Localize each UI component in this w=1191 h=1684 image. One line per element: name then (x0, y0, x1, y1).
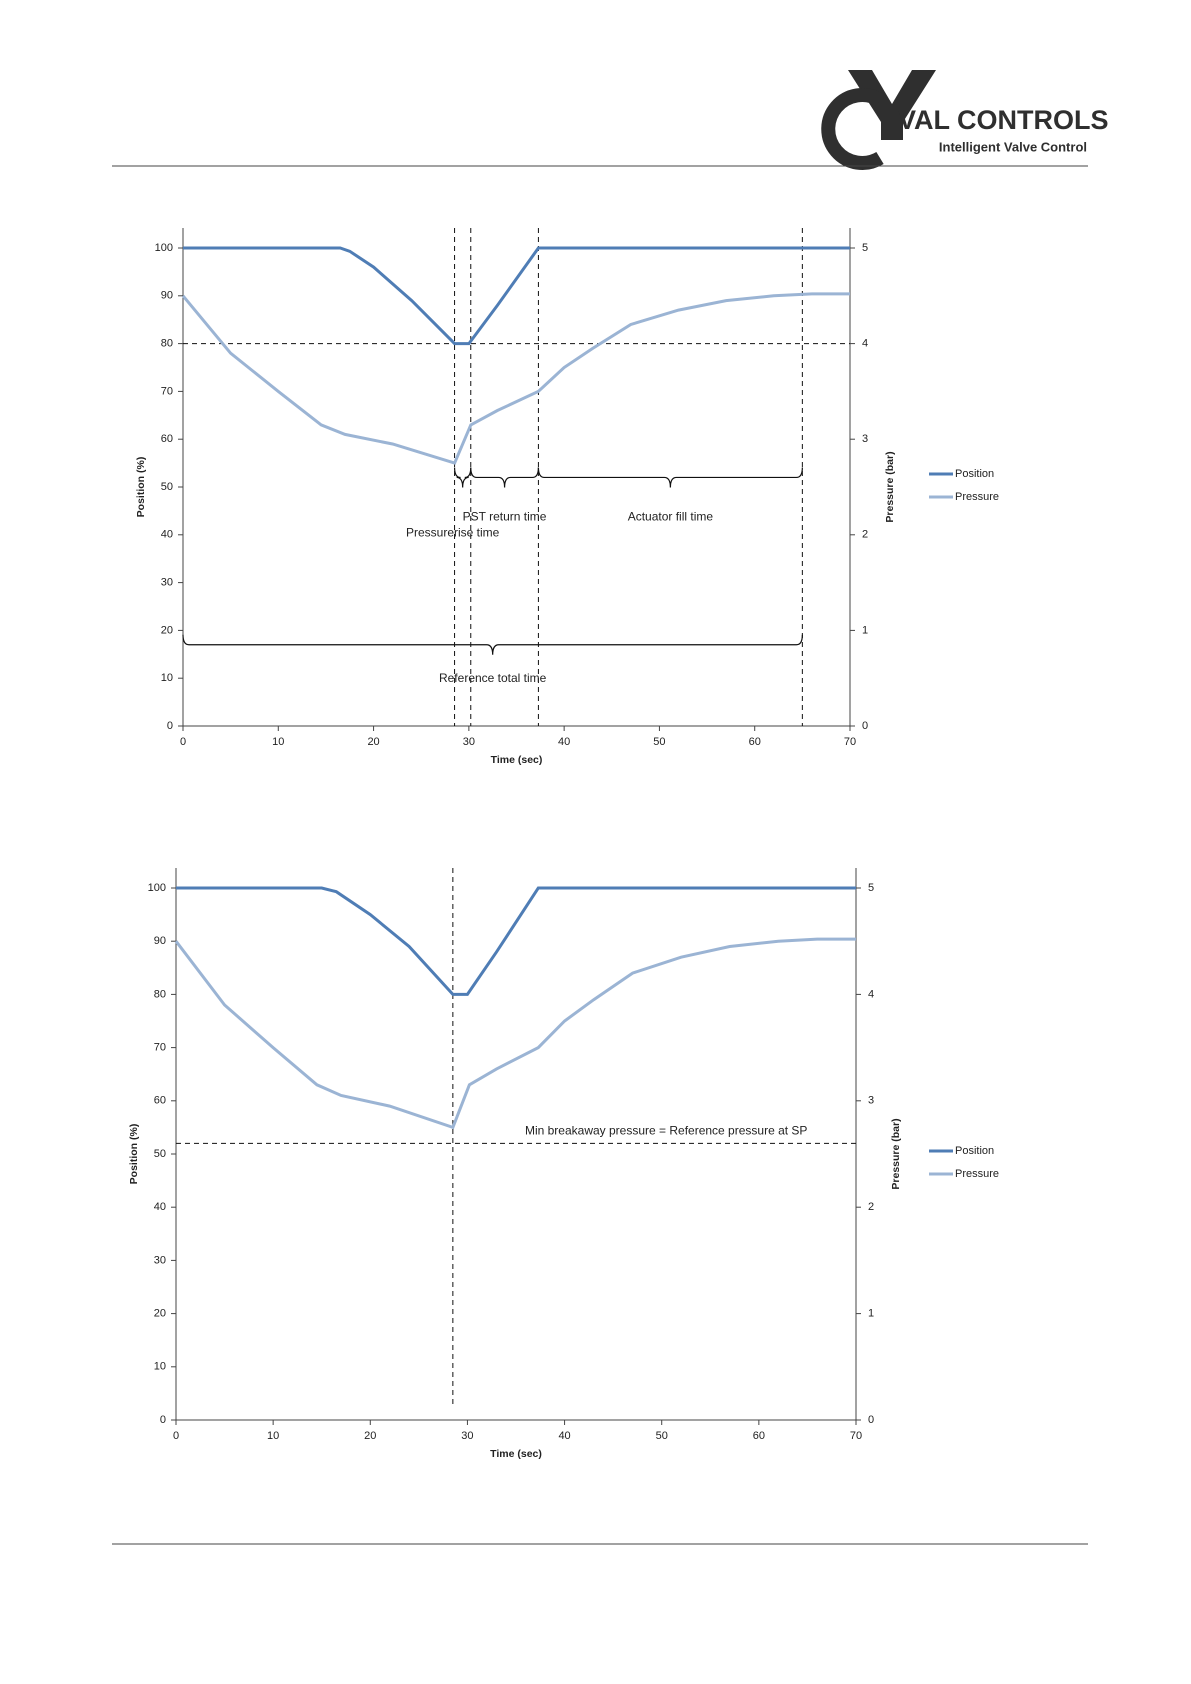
x-axis-label: Time (sec) (490, 1448, 542, 1460)
logo: VAL CONTROLS Intelligent Valve Control (821, 70, 1109, 170)
x-tick-label: 0 (173, 1430, 179, 1442)
y-tick-label: 80 (154, 988, 166, 1000)
legend-label: Position (955, 468, 994, 480)
y-tick-label: 0 (167, 720, 173, 732)
brace (470, 467, 540, 488)
y-tick-label: 30 (154, 1254, 166, 1266)
y2-tick-label: 4 (868, 988, 874, 1000)
y-tick-label: 40 (154, 1201, 166, 1213)
y-axis-label: Position (%) (128, 1124, 140, 1185)
tagline: Intelligent Valve Control (939, 139, 1087, 154)
company-name: VAL CONTROLS (898, 105, 1109, 135)
y-tick-label: 40 (161, 529, 173, 541)
x-tick-label: 20 (367, 736, 379, 748)
series-line (181, 292, 850, 465)
y-tick-label: 100 (155, 242, 173, 254)
y2-tick-label: 3 (868, 1095, 874, 1107)
y2-tick-label: 0 (868, 1414, 874, 1426)
brace-label: Reference total time (439, 671, 547, 685)
y-tick-label: 10 (154, 1361, 166, 1373)
y-tick-label: 20 (154, 1308, 166, 1320)
y-tick-label: 70 (154, 1042, 166, 1054)
x-axis-label: Time (sec) (491, 754, 543, 766)
x-tick-label: 50 (656, 1430, 668, 1442)
x-tick-label: 40 (558, 736, 570, 748)
y-tick-label: 90 (154, 935, 166, 947)
y-tick-label: 30 (161, 577, 173, 589)
legend-label: Position (955, 1145, 994, 1157)
y-tick-label: 50 (154, 1148, 166, 1160)
y2-tick-label: 2 (868, 1201, 874, 1213)
series-line (174, 937, 856, 1130)
x-tick-label: 70 (844, 736, 856, 748)
y-tick-label: 50 (161, 481, 173, 493)
brace-label: PST return time (463, 510, 547, 524)
series-line (176, 886, 856, 996)
y-axis-label: Position (%) (135, 457, 147, 518)
brace-label: Actuator fill time (628, 510, 714, 524)
y2-tick-label: 1 (868, 1308, 874, 1320)
x-tick-label: 50 (653, 736, 665, 748)
annotation: Min breakaway pressure = Reference press… (525, 1124, 807, 1138)
y-tick-label: 80 (161, 338, 173, 350)
series-line (183, 246, 850, 346)
x-tick-label: 70 (850, 1430, 862, 1442)
brace (453, 467, 472, 488)
y-tick-label: 60 (154, 1095, 166, 1107)
y-tick-label: 0 (160, 1414, 166, 1426)
logo-arc (821, 88, 884, 170)
y-tick-label: 90 (161, 290, 173, 302)
x-tick-label: 10 (267, 1430, 279, 1442)
x-tick-label: 20 (364, 1430, 376, 1442)
x-tick-label: 60 (753, 1430, 765, 1442)
x-tick-label: 40 (558, 1430, 570, 1442)
y2-tick-label: 0 (862, 720, 868, 732)
x-tick-label: 60 (749, 736, 761, 748)
y2-axis-label: Pressure (bar) (884, 451, 896, 522)
y-tick-label: 70 (161, 385, 173, 397)
y2-tick-label: 5 (868, 882, 874, 894)
y2-axis-label: Pressure (bar) (890, 1118, 902, 1189)
y2-tick-label: 2 (862, 529, 868, 541)
brace-label: Pressurerise time (406, 526, 500, 540)
y-tick-label: 10 (161, 672, 173, 684)
brace (537, 467, 803, 488)
y-tick-label: 100 (148, 882, 166, 894)
y-tick-label: 20 (161, 624, 173, 636)
y2-tick-label: 3 (862, 433, 868, 445)
x-tick-label: 30 (461, 1430, 473, 1442)
legend-label: Pressure (955, 1168, 999, 1180)
y2-tick-label: 5 (862, 242, 868, 254)
logo-mark (848, 70, 936, 140)
x-tick-label: 0 (180, 736, 186, 748)
y2-tick-label: 1 (862, 624, 868, 636)
brace (182, 634, 803, 655)
y2-tick-label: 4 (862, 338, 868, 350)
legend-label: Pressure (955, 491, 999, 503)
x-tick-label: 30 (463, 736, 475, 748)
x-tick-label: 10 (272, 736, 284, 748)
y-tick-label: 60 (161, 433, 173, 445)
